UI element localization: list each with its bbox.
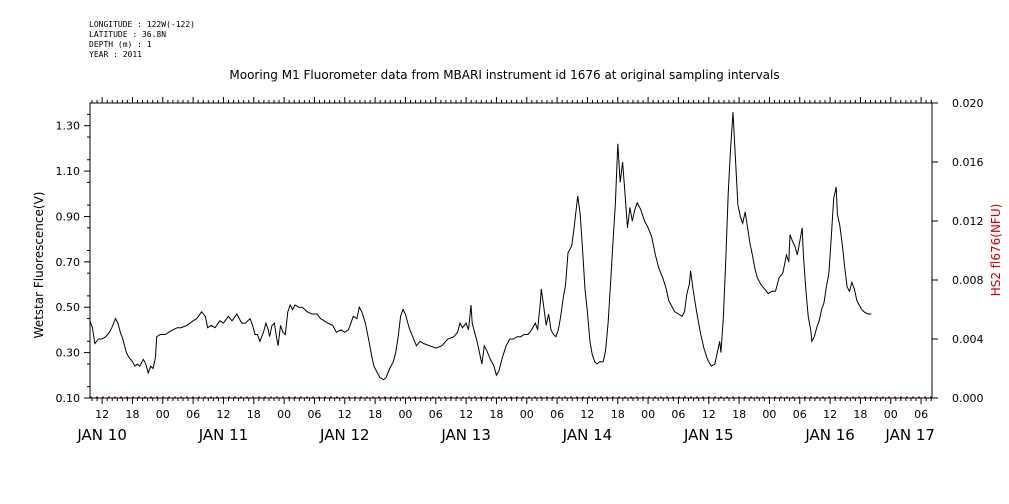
date-label: JAN 16 bbox=[804, 426, 855, 444]
y-axis-label: Wetstar Fluorescence(V) bbox=[32, 192, 46, 339]
hour-tick-label: 18 bbox=[611, 408, 625, 421]
hour-tick-label: 06 bbox=[186, 408, 200, 421]
right-y-axis: 0.000 0.004 0.008 0.012 0.016 0.020 bbox=[932, 97, 984, 405]
left-tick-label: 0.50 bbox=[56, 301, 81, 314]
hour-tick-label: 00 bbox=[641, 408, 655, 421]
hour-tick-label: 00 bbox=[277, 408, 291, 421]
left-tick-label: 0.10 bbox=[56, 392, 81, 405]
left-tick-label: 0.90 bbox=[56, 210, 81, 223]
right-tick-label: 0.008 bbox=[952, 274, 984, 287]
date-label: JAN 15 bbox=[683, 426, 734, 444]
plot-frame bbox=[89, 102, 933, 399]
hour-tick-label: 18 bbox=[853, 408, 867, 421]
series-group bbox=[89, 112, 872, 381]
hour-tick-label: 18 bbox=[732, 408, 746, 421]
x-axis: 12 18 00 06 12 18 00 06 12 18 00 06 12 18 00 06 12 18 00 06… bbox=[76, 408, 935, 444]
left-tick-label: 0.70 bbox=[56, 256, 81, 269]
date-label: JAN 10 bbox=[76, 426, 127, 444]
hour-tick-label: 00 bbox=[520, 408, 534, 421]
right-tick-label: 0.020 bbox=[952, 97, 984, 110]
date-label: JAN 12 bbox=[319, 426, 370, 444]
date-label: JAN 14 bbox=[562, 426, 613, 444]
hour-tick-label: 06 bbox=[307, 408, 321, 421]
hour-tick-label: 00 bbox=[156, 408, 170, 421]
left-tick-label: 1.10 bbox=[56, 165, 81, 178]
date-label: JAN 17 bbox=[884, 426, 935, 444]
hour-tick-label: 12 bbox=[216, 408, 230, 421]
hour-tick-label: 06 bbox=[429, 408, 443, 421]
hour-tick-label: 00 bbox=[884, 408, 898, 421]
hour-tick-label: 00 bbox=[398, 408, 412, 421]
right-tick-label: 0.004 bbox=[952, 333, 984, 346]
hour-tick-label: 12 bbox=[702, 408, 716, 421]
longitude-label: LONGITUDE : 122W(-122) bbox=[89, 20, 195, 29]
axis-ticks bbox=[90, 97, 932, 404]
hour-tick-label: 06 bbox=[793, 408, 807, 421]
left-y-axis: 0.10 0.30 0.50 0.70 0.90 1.10 1.30 bbox=[56, 113, 90, 405]
hour-tick-label: 06 bbox=[671, 408, 685, 421]
latitude-label: LATITUDE : 36.8N bbox=[89, 30, 167, 39]
hour-tick-label: 18 bbox=[125, 408, 139, 421]
right-tick-label: 0.000 bbox=[952, 392, 984, 405]
date-label: JAN 13 bbox=[440, 426, 491, 444]
left-tick-label: 0.30 bbox=[56, 347, 81, 360]
hour-tick-label: 12 bbox=[338, 408, 352, 421]
left-tick-label: 1.30 bbox=[56, 120, 81, 133]
fluorescence-series-line bbox=[89, 112, 872, 381]
depth-label: DEPTH (m) : 1 bbox=[89, 40, 152, 49]
year-label: YEAR : 2011 bbox=[89, 50, 142, 59]
hour-tick-label: 18 bbox=[489, 408, 503, 421]
hour-tick-label: 12 bbox=[580, 408, 594, 421]
right-tick-label: 0.012 bbox=[952, 215, 984, 228]
hour-tick-label: 12 bbox=[95, 408, 109, 421]
hour-tick-label: 18 bbox=[247, 408, 261, 421]
hour-tick-label: 12 bbox=[459, 408, 473, 421]
y2-axis-label: HS2 fl676(NFU) bbox=[989, 204, 1003, 297]
hour-tick-label: 18 bbox=[368, 408, 382, 421]
hour-tick-label: 12 bbox=[823, 408, 837, 421]
date-label: JAN 11 bbox=[198, 426, 249, 444]
hour-tick-label: 06 bbox=[914, 408, 928, 421]
hour-tick-label: 06 bbox=[550, 408, 564, 421]
chart-title: Mooring M1 Fluorometer data from MBARI i… bbox=[229, 68, 780, 82]
right-tick-label: 0.016 bbox=[952, 156, 984, 169]
hour-tick-label: 00 bbox=[762, 408, 776, 421]
